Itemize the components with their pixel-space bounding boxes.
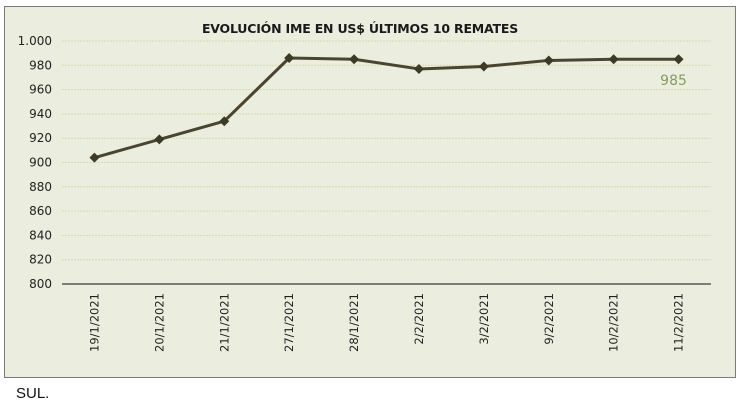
- y-tick-label: 980: [29, 58, 52, 72]
- y-tick-label: 900: [29, 156, 52, 170]
- y-tick-label: 920: [29, 131, 52, 145]
- data-point-diamond: [543, 55, 554, 66]
- footer-text: SUL.: [16, 385, 50, 402]
- data-point-diamond: [219, 116, 230, 127]
- x-tick-label: 3/2/2021: [477, 293, 491, 345]
- y-tick-label: 880: [29, 180, 52, 194]
- data-point-diamond: [478, 61, 489, 72]
- x-tick-label: 19/1/2021: [87, 293, 101, 352]
- x-tick-label: 11/2/2021: [672, 293, 686, 352]
- data-point-diamond: [89, 152, 100, 163]
- y-tick-label: 800: [29, 277, 52, 291]
- y-tick-label: 960: [29, 83, 52, 97]
- data-point-diamond: [413, 63, 424, 74]
- data-point-diamond: [284, 53, 295, 64]
- x-tick-label: 9/2/2021: [542, 293, 556, 345]
- x-tick-label: 2/2/2021: [412, 293, 426, 345]
- data-point-diamond: [154, 134, 165, 145]
- chart-title: EVOLUCIÓN IME EN US$ ÚLTIMOS 10 REMATES: [201, 21, 519, 36]
- last-value-label: 985: [660, 73, 687, 89]
- y-tick-label: 820: [29, 253, 52, 267]
- x-tick-label: 21/1/2021: [217, 293, 231, 352]
- chart-frame: EVOLUCIÓN IME EN US$ ÚLTIMOS 10 REMATES: [4, 6, 736, 378]
- series-line: [94, 56, 679, 160]
- x-tick-label: 28/1/2021: [347, 293, 361, 352]
- y-tick-label: 840: [29, 228, 52, 242]
- x-tick-label: 27/1/2021: [282, 293, 296, 352]
- x-tick-label: 20/1/2021: [152, 293, 166, 352]
- y-tick-label: 1.000: [18, 34, 52, 48]
- data-point-diamond: [673, 54, 684, 65]
- data-point-diamond: [608, 54, 619, 65]
- y-tick-label: 940: [29, 107, 52, 121]
- gridlines: [62, 40, 711, 261]
- y-tick-label: 860: [29, 204, 52, 218]
- x-tick-label: 10/2/2021: [607, 293, 621, 352]
- data-point-diamond: [349, 54, 360, 65]
